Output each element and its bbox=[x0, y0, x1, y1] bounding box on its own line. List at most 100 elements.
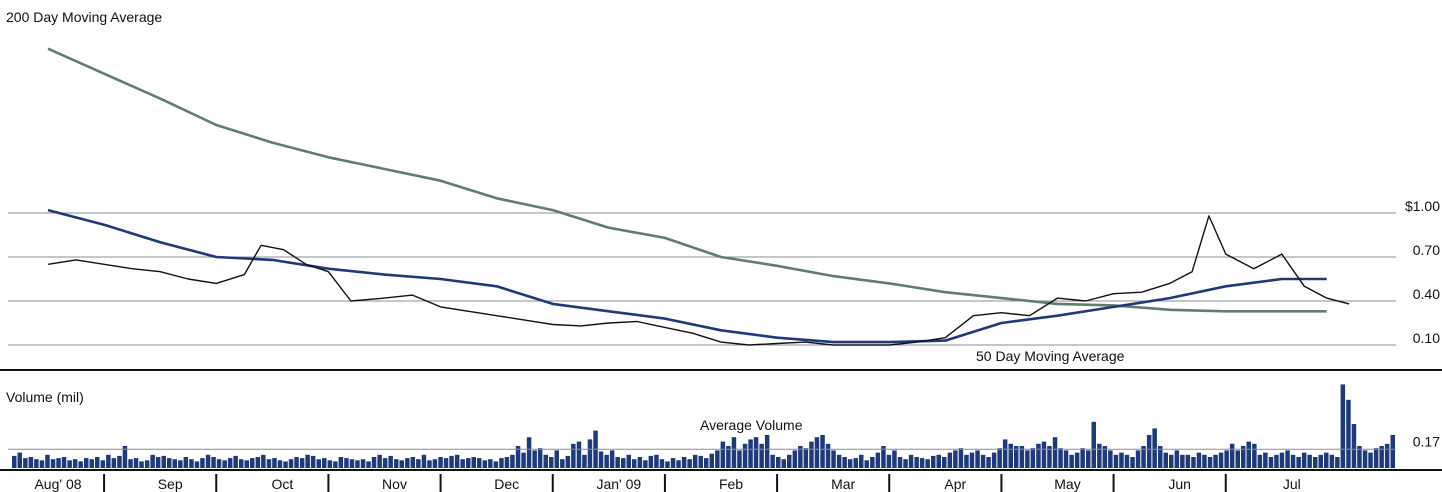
volume-bar bbox=[648, 455, 654, 468]
volume-bar bbox=[150, 454, 155, 468]
volume-bar bbox=[288, 459, 294, 468]
volume-bar bbox=[587, 439, 593, 468]
volume-bar bbox=[194, 461, 200, 468]
volume-bar bbox=[338, 457, 344, 468]
volume-bar bbox=[676, 460, 681, 468]
month-label: Jun bbox=[1168, 476, 1191, 492]
volume-bar bbox=[244, 460, 249, 468]
volume-bar bbox=[1008, 443, 1013, 468]
ma200-label: 200 Day Moving Average bbox=[6, 9, 162, 25]
price-lines bbox=[47, 47, 1350, 346]
volume-bar bbox=[1080, 448, 1085, 468]
volume-bar bbox=[947, 452, 953, 468]
volume-bar bbox=[438, 457, 443, 468]
volume-bar bbox=[1296, 457, 1301, 468]
volume-bar bbox=[704, 458, 709, 468]
volume-bar bbox=[410, 457, 416, 468]
volume-bar bbox=[1025, 450, 1030, 468]
volume-bar bbox=[870, 457, 875, 468]
volume-bar bbox=[416, 459, 421, 468]
volume-bar bbox=[554, 450, 559, 468]
volume-bar bbox=[239, 459, 244, 468]
volume-bar bbox=[836, 454, 842, 468]
volume-bar bbox=[931, 455, 936, 468]
volume-bar bbox=[1063, 450, 1069, 468]
volume-bar bbox=[1307, 454, 1312, 468]
month-label: Apr bbox=[944, 476, 966, 492]
volume-bar bbox=[621, 458, 626, 468]
average-volume-tick: 0.17 bbox=[1413, 433, 1440, 449]
volume-bar bbox=[28, 457, 34, 468]
volume-bar bbox=[1191, 457, 1196, 468]
month-label: Aug' 08 bbox=[34, 476, 81, 492]
volume-bar bbox=[1285, 450, 1290, 468]
volume-bar bbox=[986, 457, 991, 468]
volume-bar bbox=[1086, 450, 1091, 468]
volume-bar bbox=[1180, 454, 1185, 468]
volume-bar bbox=[897, 457, 903, 468]
volume-bar bbox=[748, 439, 753, 468]
volume-bar bbox=[715, 450, 720, 468]
volume-bars bbox=[12, 384, 1395, 468]
volume-bar bbox=[1130, 457, 1135, 468]
volume-bar bbox=[936, 454, 941, 468]
volume-bar bbox=[1196, 452, 1202, 468]
volume-bar bbox=[853, 458, 858, 468]
volume-bar bbox=[532, 450, 537, 468]
volume-bar bbox=[1379, 446, 1384, 468]
volume-bar bbox=[1158, 446, 1163, 468]
volume-bar bbox=[1241, 446, 1246, 468]
volume-bar bbox=[1108, 450, 1113, 468]
volume-bar bbox=[560, 459, 565, 468]
volume-bar bbox=[61, 457, 67, 468]
month-label: Nov bbox=[382, 476, 407, 492]
volume-bar bbox=[427, 460, 432, 468]
volume-bar bbox=[371, 457, 377, 468]
volume-bar bbox=[211, 457, 216, 468]
volume-bar bbox=[216, 459, 222, 468]
volume-bar bbox=[1119, 452, 1124, 468]
volume-bar bbox=[466, 458, 471, 468]
volume-bar bbox=[1113, 454, 1119, 468]
volume-bar bbox=[200, 458, 205, 468]
volume-bar bbox=[1141, 446, 1146, 468]
volume-bar bbox=[864, 460, 869, 468]
volume-bar bbox=[980, 454, 986, 468]
volume-bar bbox=[95, 457, 100, 468]
volume-bar bbox=[859, 454, 864, 468]
volume-bar bbox=[504, 457, 510, 468]
volume-bar bbox=[1390, 435, 1395, 468]
volume-bar bbox=[34, 459, 39, 468]
volume-bar bbox=[1368, 452, 1373, 468]
volume-bar bbox=[310, 455, 316, 468]
volume-bar bbox=[825, 443, 831, 468]
volume-bar bbox=[1229, 443, 1235, 468]
volume-bar bbox=[78, 461, 83, 468]
volume-bar bbox=[903, 459, 908, 468]
volume-bar bbox=[892, 450, 897, 468]
volume-bar bbox=[250, 458, 255, 468]
volume-bar bbox=[56, 458, 61, 468]
volume-bar bbox=[975, 450, 980, 468]
volume-bar bbox=[1252, 443, 1257, 468]
volume-bar bbox=[233, 455, 238, 468]
volume-bar bbox=[670, 458, 676, 468]
volume-bar bbox=[272, 458, 277, 468]
volume-bar bbox=[1174, 450, 1180, 468]
volume-bar bbox=[460, 459, 465, 468]
volume-bar bbox=[1019, 446, 1025, 468]
volume-bar bbox=[1041, 441, 1047, 468]
volume-bar bbox=[1135, 450, 1141, 468]
volume-bar bbox=[687, 459, 692, 468]
volume-bar bbox=[1014, 446, 1019, 468]
volume-bar bbox=[405, 458, 410, 468]
price-line bbox=[47, 215, 1350, 346]
volume-bar bbox=[72, 459, 78, 468]
month-label: Jan' 09 bbox=[596, 476, 641, 492]
volume-bar bbox=[1263, 452, 1268, 468]
volume-bar bbox=[294, 457, 299, 468]
volume-bar bbox=[626, 454, 631, 468]
volume-bar bbox=[1224, 450, 1229, 468]
volume-bar bbox=[1318, 454, 1323, 468]
volume-bar bbox=[709, 453, 714, 468]
